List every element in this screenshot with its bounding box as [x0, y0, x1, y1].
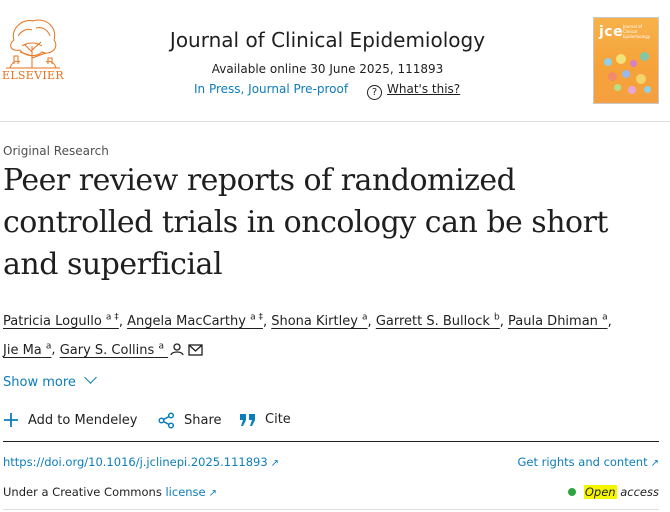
cover-graphic-dot — [622, 70, 630, 78]
available-online-date: Available online 30 June 2025, 111893 — [211, 62, 444, 76]
journal-header: ELSEVIER Journal of Clinical Epidemiolog… — [0, 0, 670, 122]
doi-link[interactable]: https://doi.org/10.1016/j.jclinepi.2025.… — [3, 455, 280, 469]
access-word: access — [620, 485, 659, 499]
cover-graphic-dot — [628, 86, 636, 94]
whats-this-label: What's this? — [387, 82, 461, 96]
share-icon — [158, 412, 175, 429]
license-line: Under a Creative Commons license ↗ — [3, 485, 217, 499]
license-prefix: Under a Creative Commons — [3, 485, 162, 499]
author-link[interactable]: Shona Kirtley a — [271, 313, 368, 330]
cover-graphic-dot — [614, 84, 621, 91]
open-word: Open — [583, 485, 617, 499]
article-type-label: Original Research — [3, 144, 109, 158]
license-link[interactable]: license ↗ — [165, 485, 218, 499]
cover-graphic-dot — [630, 60, 637, 67]
get-rights-link[interactable]: Get rights and content ↗ — [517, 455, 659, 469]
cover-graphic-dot — [636, 74, 646, 84]
elsevier-wordmark[interactable]: ELSEVIER — [2, 69, 64, 82]
author-list: Patricia Logullo a ‡, Angela MacCarthy a… — [3, 306, 663, 365]
cover-graphic-dot — [604, 58, 612, 66]
elsevier-tree-logo[interactable] — [2, 16, 64, 82]
cover-graphic-dot — [608, 72, 617, 81]
journal-cover-image[interactable]: jce Journal of Clinical Epidemiology — [593, 17, 659, 104]
envelope-icon — [188, 344, 203, 356]
cover-subtitle: Journal of Clinical Epidemiology — [623, 24, 651, 39]
author-icons — [170, 341, 203, 365]
person-icon — [170, 343, 184, 355]
show-more-button[interactable]: Show more — [3, 371, 97, 390]
bottom-divider — [3, 509, 659, 510]
add-to-mendeley-button[interactable]: Add to Mendeley — [3, 412, 138, 428]
whats-this-button[interactable]: ? What's this? — [367, 82, 460, 100]
chevron-down-icon — [84, 371, 97, 384]
cover-graphic-dot — [644, 86, 651, 93]
author-link[interactable]: Patricia Logullo a ‡ — [3, 313, 119, 330]
section-divider — [3, 441, 659, 442]
article-title: Peer review reports of randomized contro… — [3, 163, 609, 282]
author-link[interactable]: Jie Ma a — [3, 341, 52, 358]
external-link-icon: ↗ — [270, 458, 280, 469]
cite-button[interactable]: Cite — [239, 412, 291, 427]
journal-title-link[interactable]: Journal of Clinical Epidemiology — [169, 28, 486, 52]
share-button[interactable]: Share — [158, 412, 222, 429]
cover-abbrev: jce — [599, 24, 624, 40]
open-access-badge: Open access — [567, 485, 659, 499]
cover-graphic-dot — [640, 52, 649, 61]
question-circle-icon: ? — [367, 85, 382, 100]
plus-icon — [4, 413, 18, 427]
external-link-icon: ↗ — [650, 458, 659, 469]
open-access-dot-icon — [567, 488, 576, 496]
author-link-corresponding[interactable]: Gary S. Collins a — [60, 341, 204, 358]
in-press-status-link[interactable]: In Press, Journal Pre-proof — [194, 82, 349, 96]
author-link[interactable]: Garrett S. Bullock b — [375, 313, 500, 330]
author-link[interactable]: Paula Dhiman a — [508, 313, 608, 330]
quote-icon — [240, 413, 255, 426]
cover-graphic-dot — [616, 54, 626, 64]
external-link-icon: ↗ — [208, 488, 218, 499]
author-link[interactable]: Angela MacCarthy a ‡ — [127, 313, 263, 330]
